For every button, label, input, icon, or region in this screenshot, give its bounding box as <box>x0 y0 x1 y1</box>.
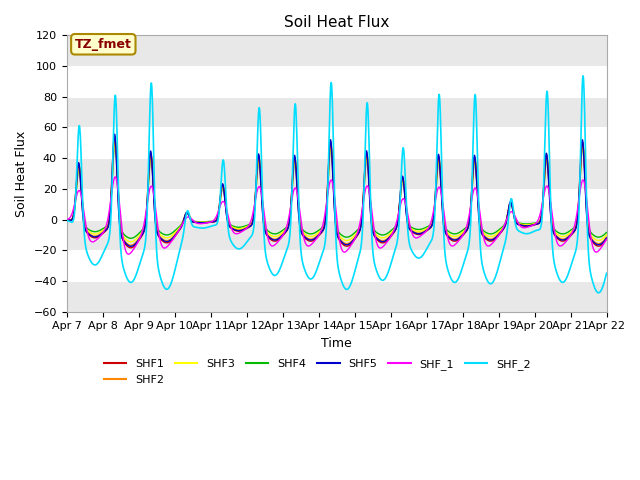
Title: Soil Heat Flux: Soil Heat Flux <box>284 15 389 30</box>
Bar <box>67 158 607 189</box>
Text: TZ_fmet: TZ_fmet <box>75 38 132 51</box>
Bar <box>67 36 607 66</box>
X-axis label: Time: Time <box>321 337 352 350</box>
Bar <box>67 219 607 250</box>
Bar <box>67 281 607 312</box>
Bar <box>67 97 607 128</box>
Y-axis label: Soil Heat Flux: Soil Heat Flux <box>15 131 28 216</box>
Legend: SHF1, SHF2, SHF3, SHF4, SHF5, SHF_1, SHF_2: SHF1, SHF2, SHF3, SHF4, SHF5, SHF_1, SHF… <box>99 355 535 389</box>
